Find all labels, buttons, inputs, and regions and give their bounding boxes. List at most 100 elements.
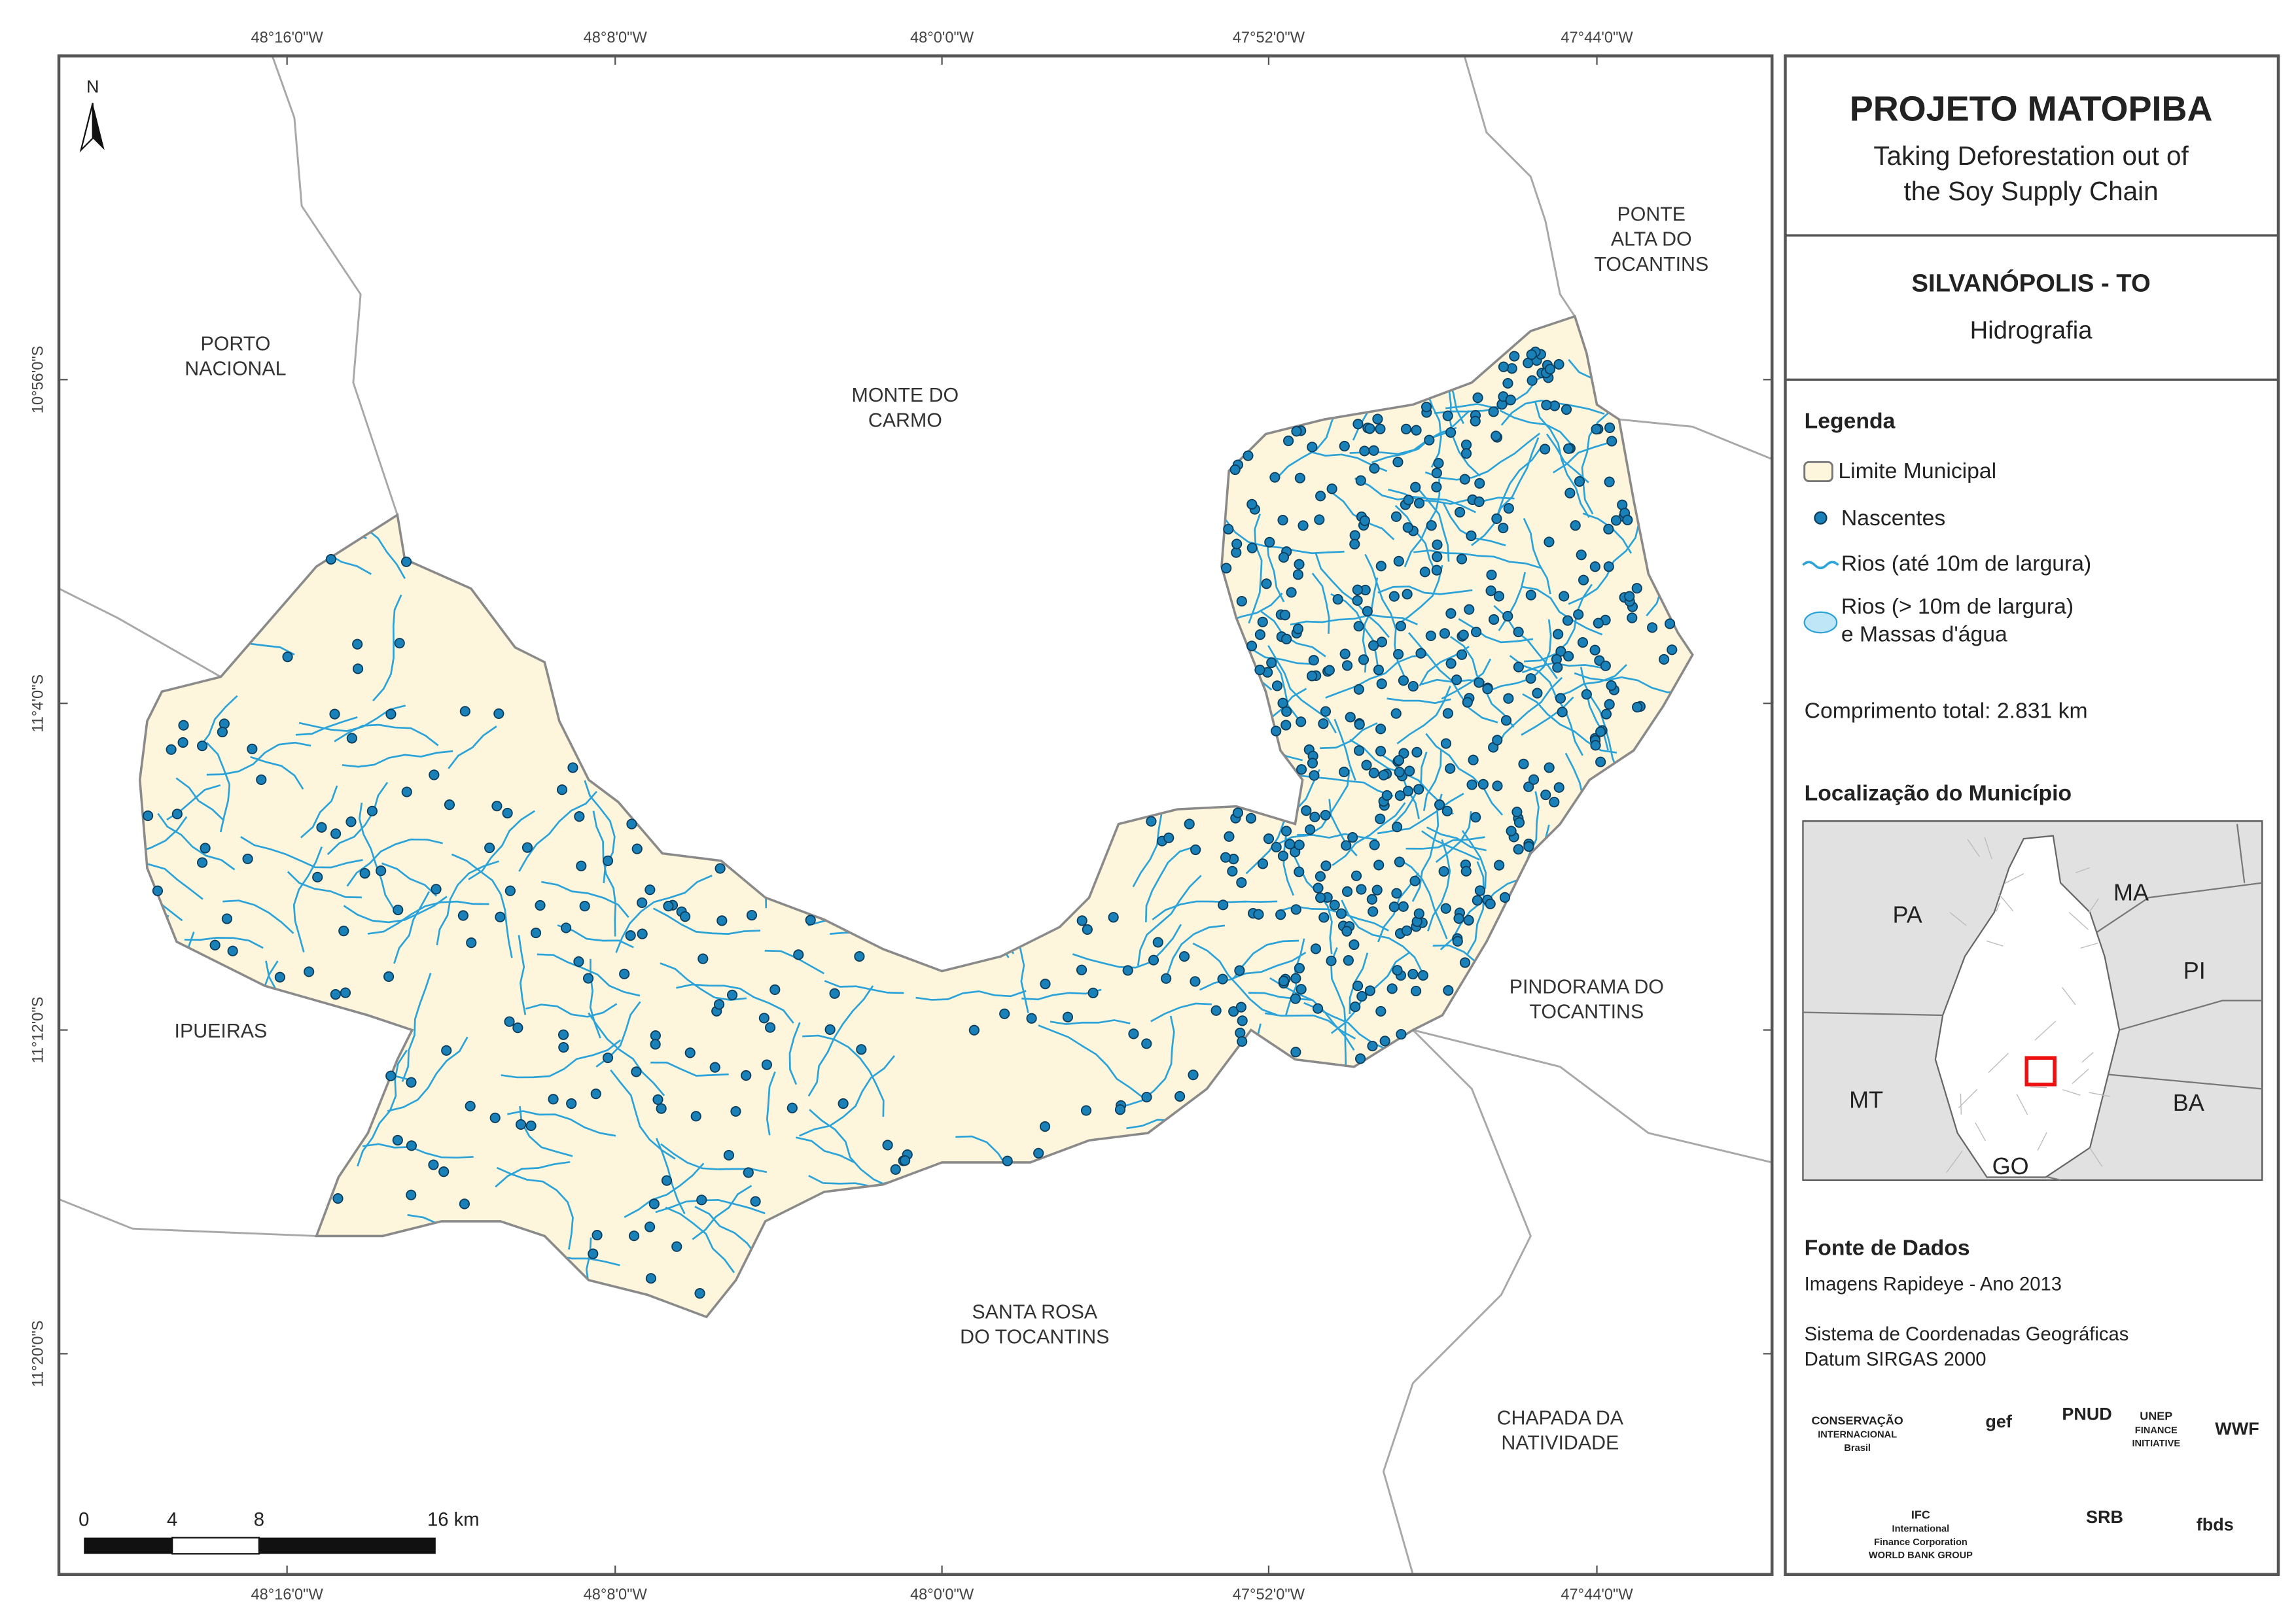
spring bbox=[1393, 755, 1405, 766]
spring bbox=[1523, 841, 1534, 852]
spring bbox=[1178, 951, 1190, 962]
river bbox=[1427, 839, 1451, 932]
river bbox=[807, 985, 874, 1097]
spring bbox=[1122, 965, 1133, 976]
spring bbox=[1309, 811, 1320, 822]
municipality-line bbox=[1998, 893, 2014, 912]
x-coord-label: 48°16'0"W bbox=[251, 29, 324, 46]
spring bbox=[1410, 481, 1421, 493]
spring bbox=[1413, 498, 1425, 509]
side-panel bbox=[1784, 54, 2280, 1577]
spring bbox=[1278, 975, 1289, 986]
river bbox=[1320, 722, 1378, 750]
spring bbox=[769, 984, 781, 995]
spring bbox=[1557, 707, 1568, 718]
spring bbox=[428, 1159, 439, 1170]
spring bbox=[582, 973, 594, 984]
spring bbox=[1426, 520, 1437, 531]
river bbox=[1521, 696, 1574, 736]
spring bbox=[650, 1039, 661, 1050]
place-name: PORTO bbox=[200, 333, 270, 355]
sources-title: Fonte de Dados bbox=[1805, 1236, 1970, 1261]
municipality-line bbox=[2081, 1052, 2094, 1063]
spring bbox=[1438, 865, 1449, 877]
spring bbox=[1518, 758, 1529, 769]
river bbox=[799, 1055, 895, 1137]
spring bbox=[1463, 915, 1474, 926]
municipality-line bbox=[2089, 1092, 2110, 1097]
river bbox=[788, 1022, 801, 1085]
spring bbox=[1445, 658, 1457, 669]
municipality-line bbox=[1987, 940, 2004, 947]
sources-line: Datum SIRGAS 2000 bbox=[1805, 1349, 1987, 1370]
spring bbox=[1440, 903, 1451, 914]
spring bbox=[1335, 908, 1347, 919]
spring bbox=[1353, 621, 1364, 632]
river bbox=[615, 875, 713, 953]
river bbox=[1297, 833, 1377, 841]
spring bbox=[1076, 964, 1087, 975]
spring bbox=[1525, 673, 1536, 684]
spring bbox=[1452, 935, 1463, 947]
spring bbox=[1590, 740, 1601, 751]
river bbox=[401, 973, 432, 1082]
spring bbox=[1306, 671, 1318, 682]
spring bbox=[1439, 628, 1451, 639]
spring bbox=[521, 842, 533, 853]
spring bbox=[1604, 422, 1616, 433]
spring bbox=[1261, 578, 1272, 589]
river bbox=[1248, 992, 1313, 1001]
spring bbox=[166, 744, 177, 755]
spring bbox=[366, 805, 378, 816]
spring bbox=[1505, 394, 1516, 406]
logo-text: WORLD BANK GROUP bbox=[1869, 1550, 1973, 1561]
river bbox=[525, 1003, 618, 1018]
river bbox=[1574, 672, 1684, 693]
logo-text: Finance Corporation bbox=[1874, 1537, 1968, 1548]
spring bbox=[1349, 939, 1360, 951]
spring bbox=[1485, 898, 1496, 909]
spring bbox=[1503, 693, 1514, 704]
spring bbox=[316, 822, 327, 833]
spring bbox=[1269, 472, 1280, 483]
river bbox=[1050, 1019, 1131, 1025]
spring bbox=[1184, 818, 1195, 829]
spring bbox=[535, 899, 546, 911]
spring bbox=[1595, 726, 1606, 737]
river bbox=[367, 900, 489, 935]
river bbox=[1545, 433, 1589, 483]
spring bbox=[1431, 468, 1442, 479]
spring bbox=[1417, 969, 1428, 981]
spring bbox=[1237, 1036, 1248, 1047]
spring bbox=[1375, 561, 1386, 572]
spring bbox=[1352, 419, 1364, 430]
spring bbox=[1220, 852, 1231, 863]
river bbox=[1371, 410, 1470, 464]
spring bbox=[1527, 375, 1538, 386]
spring bbox=[1341, 886, 1353, 897]
spring bbox=[242, 853, 253, 865]
spring bbox=[1462, 697, 1473, 708]
spring bbox=[171, 809, 183, 820]
spring bbox=[1296, 764, 1307, 775]
river bbox=[1311, 572, 1330, 634]
spring bbox=[1398, 901, 1409, 912]
spring bbox=[1402, 589, 1413, 600]
spring bbox=[1388, 591, 1400, 602]
spring bbox=[1502, 610, 1513, 622]
scale-label: 16 km bbox=[427, 1510, 480, 1531]
spring bbox=[1494, 860, 1505, 871]
spring bbox=[1314, 514, 1325, 525]
spring bbox=[1407, 968, 1419, 980]
spring bbox=[1407, 680, 1419, 692]
spring bbox=[637, 897, 648, 909]
spring bbox=[1470, 812, 1481, 823]
river bbox=[1072, 924, 1182, 969]
spring bbox=[1002, 1155, 1013, 1166]
spring bbox=[1456, 553, 1468, 565]
legend-label: Rios (até 10m de largura) bbox=[1841, 551, 2091, 576]
spring bbox=[715, 863, 726, 874]
spring bbox=[504, 885, 516, 896]
location-marker bbox=[2024, 1056, 2057, 1087]
spring bbox=[1474, 496, 1485, 508]
